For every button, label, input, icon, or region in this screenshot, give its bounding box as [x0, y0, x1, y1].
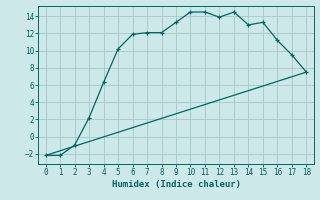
- X-axis label: Humidex (Indice chaleur): Humidex (Indice chaleur): [111, 180, 241, 189]
